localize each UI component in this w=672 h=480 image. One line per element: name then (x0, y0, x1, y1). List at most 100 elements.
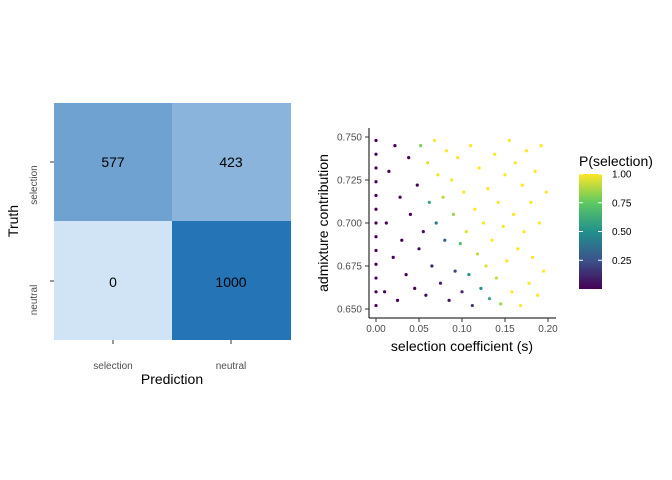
scatter-ticks: 0.00 0.05 0.10 0.15 0.20 0.650 0.675 0.700 0.725… (337, 133, 558, 336)
scatter-point (516, 247, 520, 251)
scatter-point (432, 138, 437, 143)
legend-ticks: 0.25 0.50 0.75 1.00 (579, 170, 632, 267)
scatter-point (436, 173, 440, 177)
scatter-point (475, 252, 480, 256)
scatter-x-tick-label: 0.10 (452, 324, 472, 335)
scatter-point (453, 269, 457, 273)
scatter-point (434, 221, 438, 225)
scatter-point (493, 152, 497, 156)
cell-neutral-neutral (172, 221, 291, 340)
scatter-point (398, 195, 402, 199)
scatter-point (533, 169, 537, 173)
scatter-point (415, 183, 419, 187)
scatter-point (383, 290, 387, 294)
scatter-point (467, 273, 471, 277)
legend-colorbar (579, 174, 602, 289)
y-tick-label-selection: selection (29, 165, 40, 204)
scatter-point (456, 156, 460, 160)
cell-label-selection-neutral: 423 (219, 154, 243, 170)
scatter-point (374, 180, 378, 184)
scatter-point (494, 276, 498, 280)
cell-selection-selection (54, 103, 172, 221)
confusion-matrix: 577 423 0 1000 selection neutral selecti… (5, 103, 291, 387)
scatter-point (473, 207, 477, 211)
scatter-point (438, 281, 443, 285)
x-tick-label-neutral: neutral (216, 361, 247, 372)
scatter-point (499, 302, 503, 306)
scatter-point (374, 221, 378, 225)
scatter-point (374, 276, 378, 280)
scatter-point (505, 259, 509, 263)
scatter-point (384, 221, 388, 225)
x-axis-title: Prediction (141, 371, 203, 387)
scatter-point (400, 238, 404, 242)
scatter-y-tick-label: 0.750 (337, 133, 362, 144)
scatter-points (374, 138, 548, 308)
scatter-point (374, 262, 378, 266)
scatter-point (464, 230, 468, 234)
scatter-point (374, 207, 378, 211)
scatter-x-axis-title: selection coefficient (s) (391, 338, 533, 354)
scatter-x-tick-label: 0.05 (409, 324, 429, 335)
scatter-point (479, 286, 483, 290)
y-axis-title: Truth (5, 205, 21, 237)
scatter-point (490, 238, 494, 242)
scatter-x-tick-label: 0.15 (495, 324, 515, 335)
color-legend: P(selection) 0.25 0.50 0.75 1.00 (579, 153, 653, 289)
scatter-point (451, 212, 455, 216)
scatter-point (460, 290, 464, 294)
legend-tick-label: 0.75 (612, 198, 632, 209)
scatter-point (503, 173, 507, 177)
scatter-point (374, 235, 378, 239)
scatter-point (481, 221, 486, 225)
scatter-point (426, 161, 430, 165)
scatter-point (424, 293, 428, 297)
scatter-point (470, 303, 474, 308)
cell-label-neutral-selection: 0 (109, 274, 117, 290)
scatter-point (407, 156, 411, 160)
scatter-point (513, 161, 517, 165)
scatter-point (427, 200, 431, 204)
scatter-point (537, 221, 542, 225)
scatter-point (469, 144, 473, 148)
scatter-point (413, 286, 417, 290)
scatter-point (447, 298, 451, 302)
scatter-point (444, 149, 449, 153)
scatter-point (404, 273, 408, 277)
scatter-point (374, 166, 378, 170)
scatter-point (529, 200, 533, 204)
scatter-point (536, 293, 540, 297)
scatter-point (510, 290, 514, 294)
scatter-point (374, 138, 378, 143)
scatter-point (430, 264, 434, 268)
y-tick-label-neutral: neutral (29, 285, 40, 316)
scatter-point (450, 178, 454, 182)
scatter-point (484, 264, 488, 268)
scatter-y-tick-label: 0.725 (337, 176, 362, 187)
cell-label-neutral-neutral: 1000 (215, 274, 246, 290)
scatter-point (520, 183, 524, 187)
cell-neutral-selection (54, 221, 172, 340)
scatter-point (530, 255, 535, 259)
legend-title: P(selection) (579, 153, 653, 169)
scatter-point (539, 144, 543, 148)
legend-tick-label: 0.25 (612, 256, 632, 267)
scatter-point (544, 190, 548, 194)
scatter-point (419, 144, 423, 148)
scatter-point (477, 166, 481, 170)
cell-label-selection-selection: 577 (101, 154, 125, 170)
scatter-point (527, 281, 531, 285)
scatter-y-tick-label: 0.700 (337, 219, 362, 230)
scatter-point (443, 238, 447, 242)
scatter-point (374, 193, 378, 198)
scatter-y-axis-title: admixture contribution (315, 154, 331, 292)
scatter-point (421, 230, 425, 234)
scatter-point (501, 224, 505, 229)
scatter-point (391, 255, 395, 259)
scatter-point (522, 230, 526, 234)
scatter-point (486, 187, 490, 191)
scatter-point (393, 144, 397, 148)
scatter-point (374, 303, 378, 308)
scatter-point (441, 195, 445, 199)
